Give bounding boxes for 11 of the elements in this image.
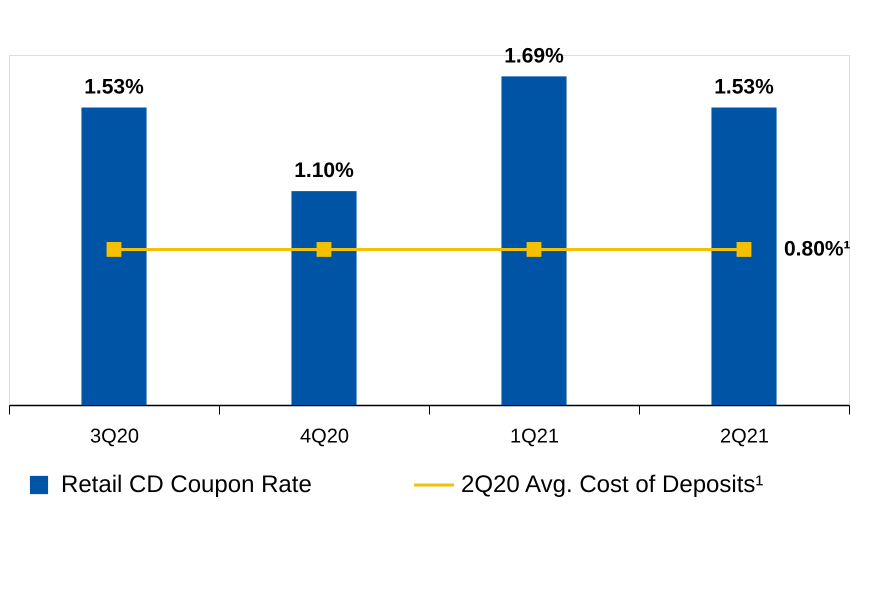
legend-label: 2Q20 Avg. Cost of Deposits¹ <box>461 471 764 498</box>
x-tick-label: 1Q21 <box>510 426 559 448</box>
x-tick-label: 2Q21 <box>720 426 769 448</box>
data-label: 1.53% <box>714 76 774 98</box>
x-tick-label: 4Q20 <box>300 426 349 448</box>
x-tick-label: 3Q20 <box>90 426 139 448</box>
data-label: 1.10% <box>294 159 354 182</box>
data-label: 1.53% <box>84 76 144 98</box>
data-label: 0.80%¹ <box>784 237 851 260</box>
data-label: 1.69% <box>504 44 564 68</box>
legend-label: Retail CD Coupon Rate <box>61 471 312 498</box>
